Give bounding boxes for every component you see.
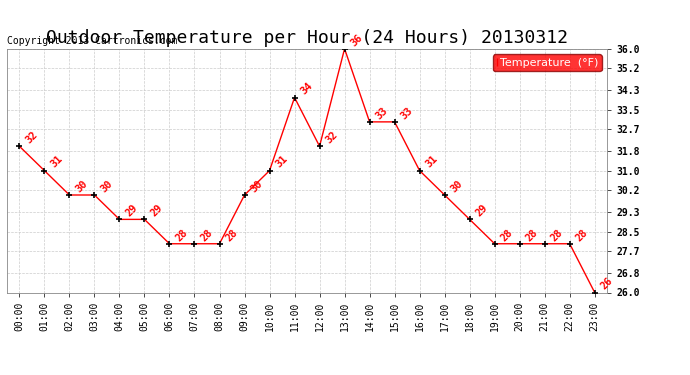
Text: 28: 28: [549, 227, 564, 243]
Text: 30: 30: [448, 178, 464, 194]
Text: 34: 34: [299, 81, 315, 97]
Text: 33: 33: [374, 105, 390, 121]
Text: 36: 36: [348, 32, 364, 48]
Text: 29: 29: [474, 202, 490, 219]
Text: 28: 28: [224, 227, 239, 243]
Text: 30: 30: [248, 178, 264, 194]
Text: 28: 28: [499, 227, 515, 243]
Title: Outdoor Temperature per Hour (24 Hours) 20130312: Outdoor Temperature per Hour (24 Hours) …: [46, 29, 568, 47]
Text: 31: 31: [424, 154, 440, 170]
Text: 30: 30: [74, 178, 90, 194]
Text: 30: 30: [99, 178, 115, 194]
Text: 33: 33: [399, 105, 415, 121]
Text: 28: 28: [574, 227, 590, 243]
Text: 26: 26: [599, 276, 615, 292]
Text: 32: 32: [324, 129, 339, 146]
Text: 29: 29: [124, 202, 139, 219]
Text: 31: 31: [48, 154, 64, 170]
Text: 28: 28: [524, 227, 540, 243]
Text: 29: 29: [148, 202, 164, 219]
Legend: Temperature  (°F): Temperature (°F): [493, 54, 602, 71]
Text: 31: 31: [274, 154, 290, 170]
Text: 28: 28: [174, 227, 190, 243]
Text: 32: 32: [23, 129, 39, 146]
Text: 28: 28: [199, 227, 215, 243]
Text: Copyright 2013 Cartronics.com: Copyright 2013 Cartronics.com: [7, 36, 177, 46]
